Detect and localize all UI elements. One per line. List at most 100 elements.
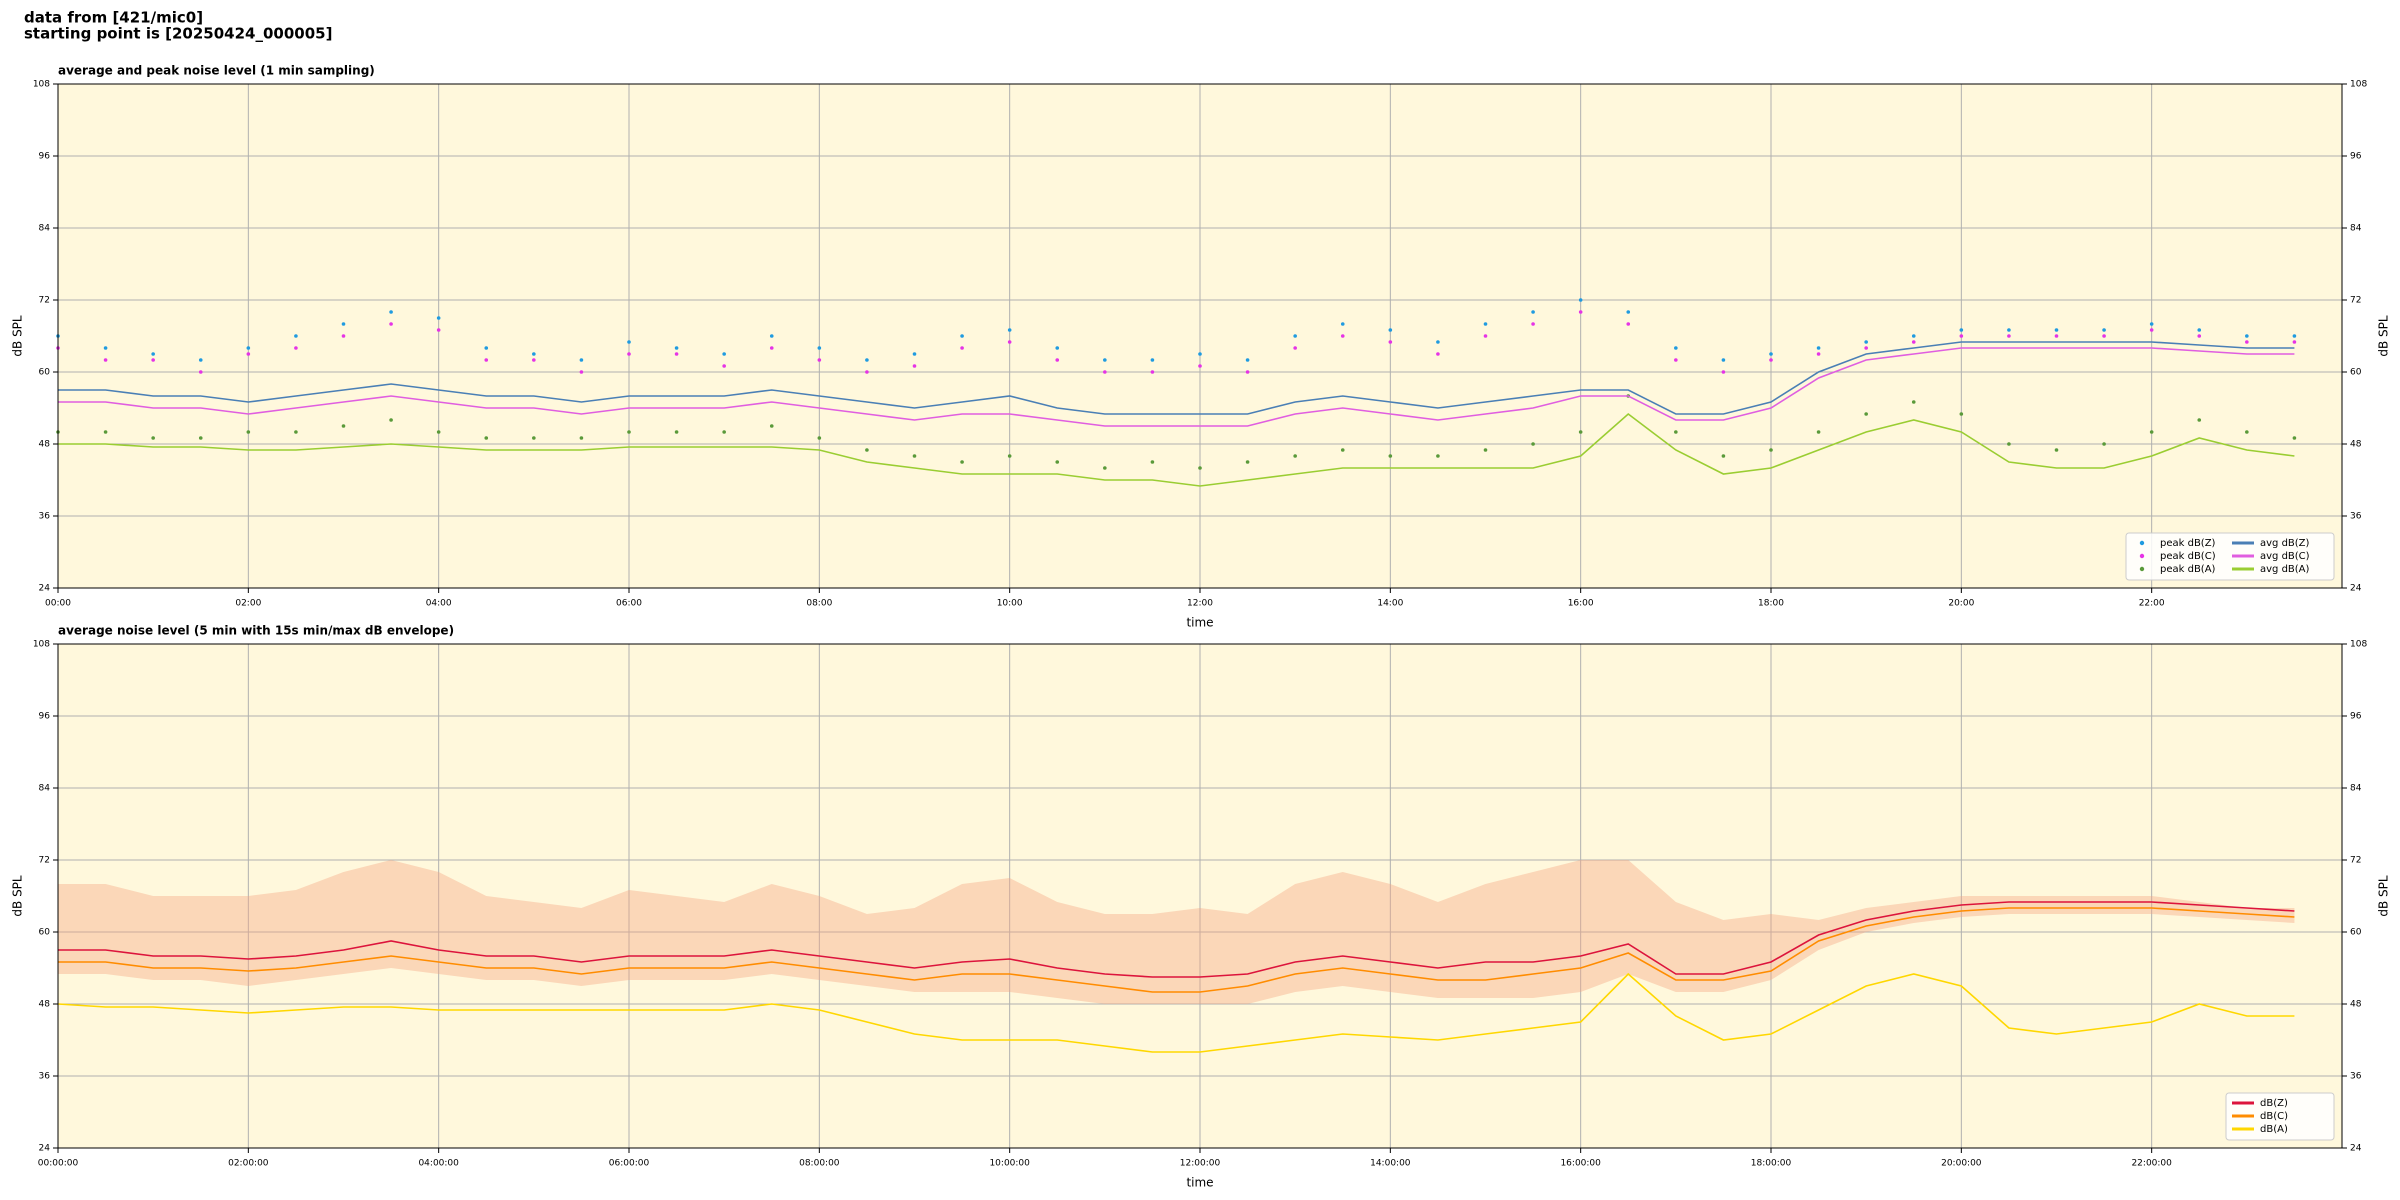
peak-point: [1721, 454, 1726, 458]
peak-point: [1769, 358, 1773, 362]
y-tick-label: 72: [39, 296, 50, 306]
peak-point: [1055, 460, 1060, 464]
peak-point: [1911, 400, 1916, 404]
peak-point: [817, 358, 822, 362]
subplot: 24 24 36 36 48 48 60 60 72 72 84 84 96 96 108 108 00:00 0…: [11, 64, 2391, 630]
peak-point: [151, 436, 155, 440]
peak-point: [1007, 340, 1012, 344]
peak-point: [1245, 358, 1250, 362]
peak-point: [1959, 334, 1964, 338]
peak-point: [912, 352, 917, 356]
series-line: [58, 347, 2295, 427]
peak-point: [627, 352, 631, 356]
peak-point: [1436, 352, 1440, 356]
peak-point: [2245, 340, 2249, 344]
peak-point: [2149, 328, 2154, 332]
peak-point: [2102, 328, 2106, 332]
legend-label: dB(Z): [2260, 1098, 2288, 1109]
peak-point: [865, 370, 869, 374]
peak-point: [151, 352, 155, 356]
peak-point: [722, 352, 726, 356]
y-tick-label: 48: [2350, 1000, 2362, 1010]
peak-point: [103, 430, 108, 434]
subplot-title: average and peak noise level (1 min samp…: [58, 64, 375, 78]
peak-point: [722, 364, 726, 368]
peak-point: [2197, 334, 2202, 338]
peak-point: [2102, 334, 2106, 338]
peak-point: [2102, 442, 2106, 446]
y-tick-label: 96: [39, 152, 51, 162]
y-axis-label: dB SPL: [11, 315, 25, 357]
x-tick-label: 20:00:00: [1941, 1159, 1982, 1169]
peak-point: [1674, 346, 1678, 350]
y-tick-label: 60: [39, 368, 51, 378]
peak-point: [865, 448, 869, 452]
y-tick-label: 108: [2350, 640, 2367, 650]
peak-point: [1674, 358, 1678, 362]
series-line: [57, 972, 2295, 1053]
peak-point: [674, 346, 679, 350]
y-tick-label: 84: [39, 784, 51, 794]
legend-marker: [2139, 566, 2145, 572]
y-tick-label: 60: [39, 928, 51, 938]
peak-point: [1816, 430, 1821, 434]
peak-point: [2149, 430, 2154, 434]
peak-point: [532, 352, 536, 356]
peak-point: [1626, 322, 1631, 326]
peak-point: [436, 316, 441, 320]
peak-point: [1959, 412, 1964, 416]
peak-point: [1007, 328, 1012, 332]
peak-point: [1055, 346, 1060, 350]
peak-point: [1911, 340, 1916, 344]
peak-point: [960, 346, 964, 350]
y-tick-label: 24: [2350, 1144, 2362, 1154]
peak-point: [1293, 454, 1297, 458]
x-tick-label: 06:00: [616, 599, 642, 609]
plot-frame: [57, 83, 2343, 589]
peak-point: [341, 334, 346, 338]
x-tick-label: 22:00:00: [2131, 1159, 2172, 1169]
peak-point: [1483, 448, 1488, 452]
peak-point: [1007, 454, 1012, 458]
peak-point: [1721, 358, 1726, 362]
peak-point: [1816, 352, 1821, 356]
series-line: [58, 341, 2295, 415]
peak-point: [912, 454, 917, 458]
peak-point: [627, 340, 631, 344]
peak-point: [1769, 448, 1773, 452]
subplot-title: average noise level (5 min with 15s min/…: [58, 624, 454, 638]
y-tick-label: 24: [39, 1144, 51, 1154]
legend-label: dB(A): [2260, 1124, 2288, 1135]
x-tick-label: 08:00:00: [799, 1159, 840, 1169]
series-line: [58, 907, 2295, 993]
peak-point: [2292, 436, 2297, 440]
peak-point: [769, 334, 774, 338]
x-tick-label: 02:00:00: [228, 1159, 269, 1169]
peak-point: [2292, 334, 2297, 338]
y-tick-label: 72: [39, 856, 50, 866]
y-tick-label: 72: [2350, 856, 2361, 866]
peak-point: [1531, 442, 1535, 446]
peak-point: [1388, 328, 1393, 332]
series-line: [58, 412, 2295, 487]
peak-point: [532, 436, 536, 440]
x-axis-label: time: [1186, 616, 1213, 630]
peak-point: [2007, 328, 2011, 332]
peak-point: [389, 322, 393, 326]
peak-point: [2054, 328, 2059, 332]
peak-point: [532, 358, 536, 362]
x-tick-label: 16:00:00: [1560, 1159, 1601, 1169]
y-tick-label: 48: [39, 1000, 51, 1010]
x-tick-label: 10:00: [997, 599, 1023, 609]
y-tick-label: 96: [2350, 152, 2362, 162]
peak-point: [1245, 370, 1250, 374]
peak-point: [1055, 358, 1060, 362]
peak-point: [769, 346, 774, 350]
peak-point: [2149, 322, 2154, 326]
peak-point: [294, 430, 298, 434]
x-tick-label: 02:00: [235, 599, 261, 609]
peak-point: [1103, 358, 1107, 362]
peak-point: [1388, 454, 1393, 458]
peak-point: [1340, 448, 1345, 452]
peak-point: [2054, 334, 2059, 338]
